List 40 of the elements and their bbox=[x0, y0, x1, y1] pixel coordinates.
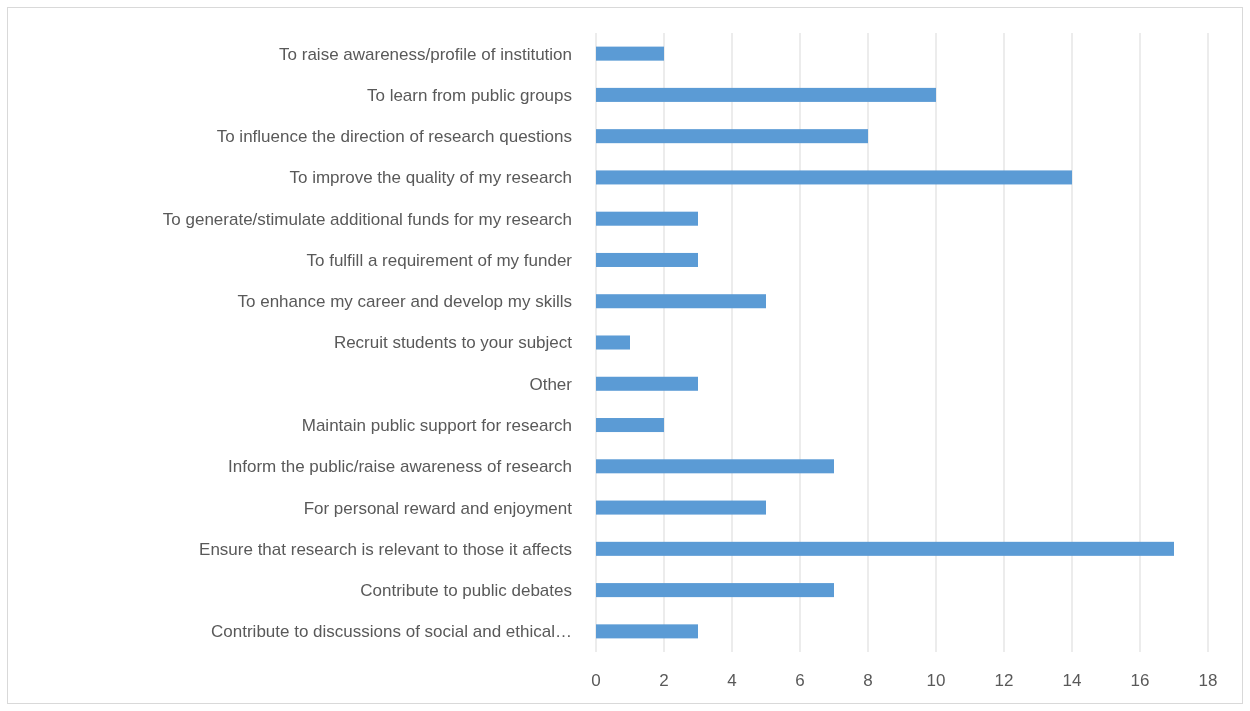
y-tick-label: Maintain public support for research bbox=[301, 415, 572, 435]
x-tick-label: 0 bbox=[591, 671, 601, 690]
y-tick-label: Recruit students to your subject bbox=[333, 333, 573, 353]
bar bbox=[596, 252, 698, 267]
x-tick-label: 8 bbox=[863, 671, 873, 690]
x-tick-label: 18 bbox=[1198, 671, 1218, 690]
bar bbox=[596, 459, 834, 474]
bar bbox=[596, 500, 766, 515]
y-tick-label: For personal reward and enjoyment bbox=[303, 498, 573, 518]
y-tick-label: To improve the quality of my research bbox=[289, 168, 572, 188]
bar bbox=[596, 46, 664, 61]
x-tick-label: 14 bbox=[1062, 671, 1082, 690]
x-tick-label: 16 bbox=[1130, 671, 1150, 690]
y-tick-label: Contribute to public debates bbox=[360, 581, 572, 601]
x-tick-label: 6 bbox=[795, 671, 805, 690]
bar bbox=[596, 624, 698, 639]
x-tick-label: 4 bbox=[727, 671, 737, 690]
bar bbox=[596, 583, 834, 598]
y-tick-label: To enhance my career and develop my skills bbox=[237, 292, 572, 312]
y-tick-label: To fulfill a requirement of my funder bbox=[306, 250, 573, 270]
x-tick-label: 2 bbox=[659, 671, 669, 690]
bar bbox=[596, 335, 630, 350]
y-tick-label: Other bbox=[529, 374, 573, 394]
bar bbox=[596, 87, 936, 102]
x-tick-label: 12 bbox=[994, 671, 1014, 690]
y-tick-label: To influence the direction of research questions bbox=[216, 127, 572, 147]
bar bbox=[596, 170, 1072, 185]
y-tick-label: To generate/stimulate additional funds for my research bbox=[162, 209, 572, 229]
y-tick-label: Inform the public/raise awareness of research bbox=[228, 457, 572, 477]
y-tick-label: Contribute to discussions of social and ethical… bbox=[211, 622, 572, 642]
bar bbox=[596, 129, 868, 144]
bar bbox=[596, 376, 698, 391]
y-tick-label: To raise awareness/profile of institution bbox=[279, 44, 572, 64]
y-tick-label: Ensure that research is relevant to those it affects bbox=[199, 539, 572, 559]
bar bbox=[596, 294, 766, 309]
bar bbox=[596, 211, 698, 226]
y-tick-label: To learn from public groups bbox=[366, 85, 572, 105]
bar bbox=[596, 418, 664, 433]
bar bbox=[596, 541, 1174, 556]
x-tick-label: 10 bbox=[926, 671, 946, 690]
